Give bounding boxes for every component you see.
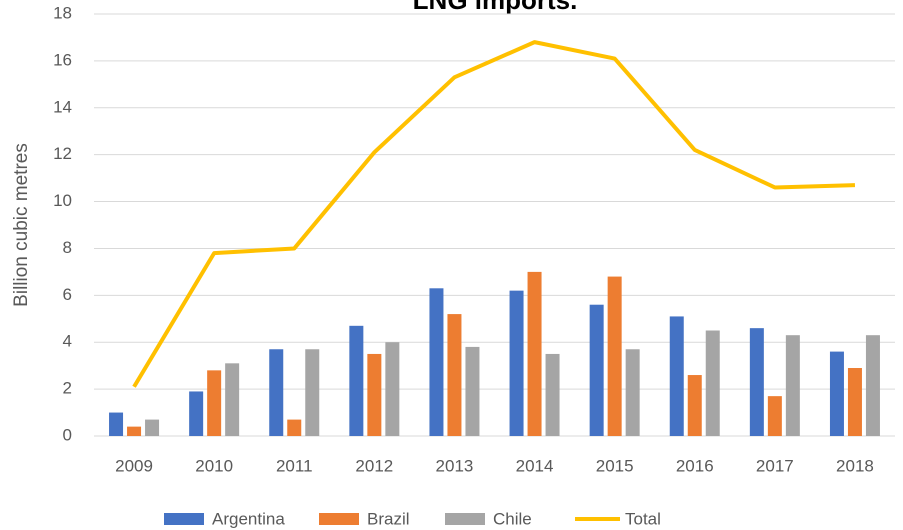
bar — [669, 316, 684, 436]
y-tick-label: 14 — [53, 97, 72, 116]
line — [132, 40, 856, 388]
bar — [589, 304, 604, 436]
bar — [109, 412, 124, 436]
bar — [847, 368, 862, 436]
x-tick-label: 2010 — [195, 456, 233, 475]
y-tick-label: 4 — [63, 332, 72, 351]
y-tick-label: 16 — [53, 50, 72, 69]
bar — [687, 375, 702, 436]
bar — [367, 353, 382, 436]
bar — [509, 290, 524, 436]
bar — [749, 328, 764, 436]
bar — [305, 349, 320, 436]
y-axis-label: Billion cubic metres — [11, 143, 32, 307]
x-tick-label: 2015 — [596, 456, 634, 475]
bar — [207, 370, 222, 436]
legend-label: Total — [625, 509, 661, 528]
x-tick-label: 2016 — [676, 456, 714, 475]
bar — [767, 396, 782, 436]
chart-title: LNG imports. — [413, 0, 578, 15]
legend-swatch — [164, 513, 204, 525]
bar — [127, 426, 142, 436]
bar — [225, 363, 240, 436]
x-tick-label: 2011 — [276, 456, 313, 475]
x-tick-label: 2012 — [355, 456, 393, 475]
bar — [269, 349, 284, 436]
bar — [545, 353, 560, 436]
bar — [145, 419, 160, 436]
x-tick-label: 2009 — [115, 456, 153, 475]
y-tick-label: 12 — [53, 144, 72, 163]
bar — [607, 276, 622, 436]
x-tick-label: 2013 — [436, 456, 474, 475]
x-tick-label: 2017 — [756, 456, 794, 475]
bar — [785, 335, 800, 436]
bar — [385, 342, 400, 436]
y-tick-label: 2 — [63, 379, 72, 398]
legend-swatch — [445, 513, 485, 525]
bar — [705, 330, 720, 436]
bar — [465, 346, 480, 436]
bar — [625, 349, 640, 436]
y-tick-label: 18 — [53, 3, 72, 22]
bar — [865, 335, 880, 436]
bar — [829, 351, 844, 436]
y-tick-label: 0 — [63, 425, 72, 444]
bar — [287, 419, 302, 436]
y-tick-label: 6 — [63, 285, 72, 304]
legend-swatch — [319, 513, 359, 525]
bar — [527, 271, 542, 436]
bar — [447, 314, 462, 436]
y-tick-label: 10 — [53, 191, 72, 210]
legend-label: Argentina — [212, 509, 285, 528]
y-tick-label: 8 — [63, 238, 72, 257]
bar — [429, 288, 444, 436]
x-tick-label: 2014 — [516, 456, 554, 475]
legend-label: Chile — [493, 509, 532, 528]
bar — [189, 391, 204, 436]
x-tick-label: 2018 — [836, 456, 874, 475]
legend-label: Brazil — [367, 509, 410, 528]
bar — [349, 325, 364, 436]
